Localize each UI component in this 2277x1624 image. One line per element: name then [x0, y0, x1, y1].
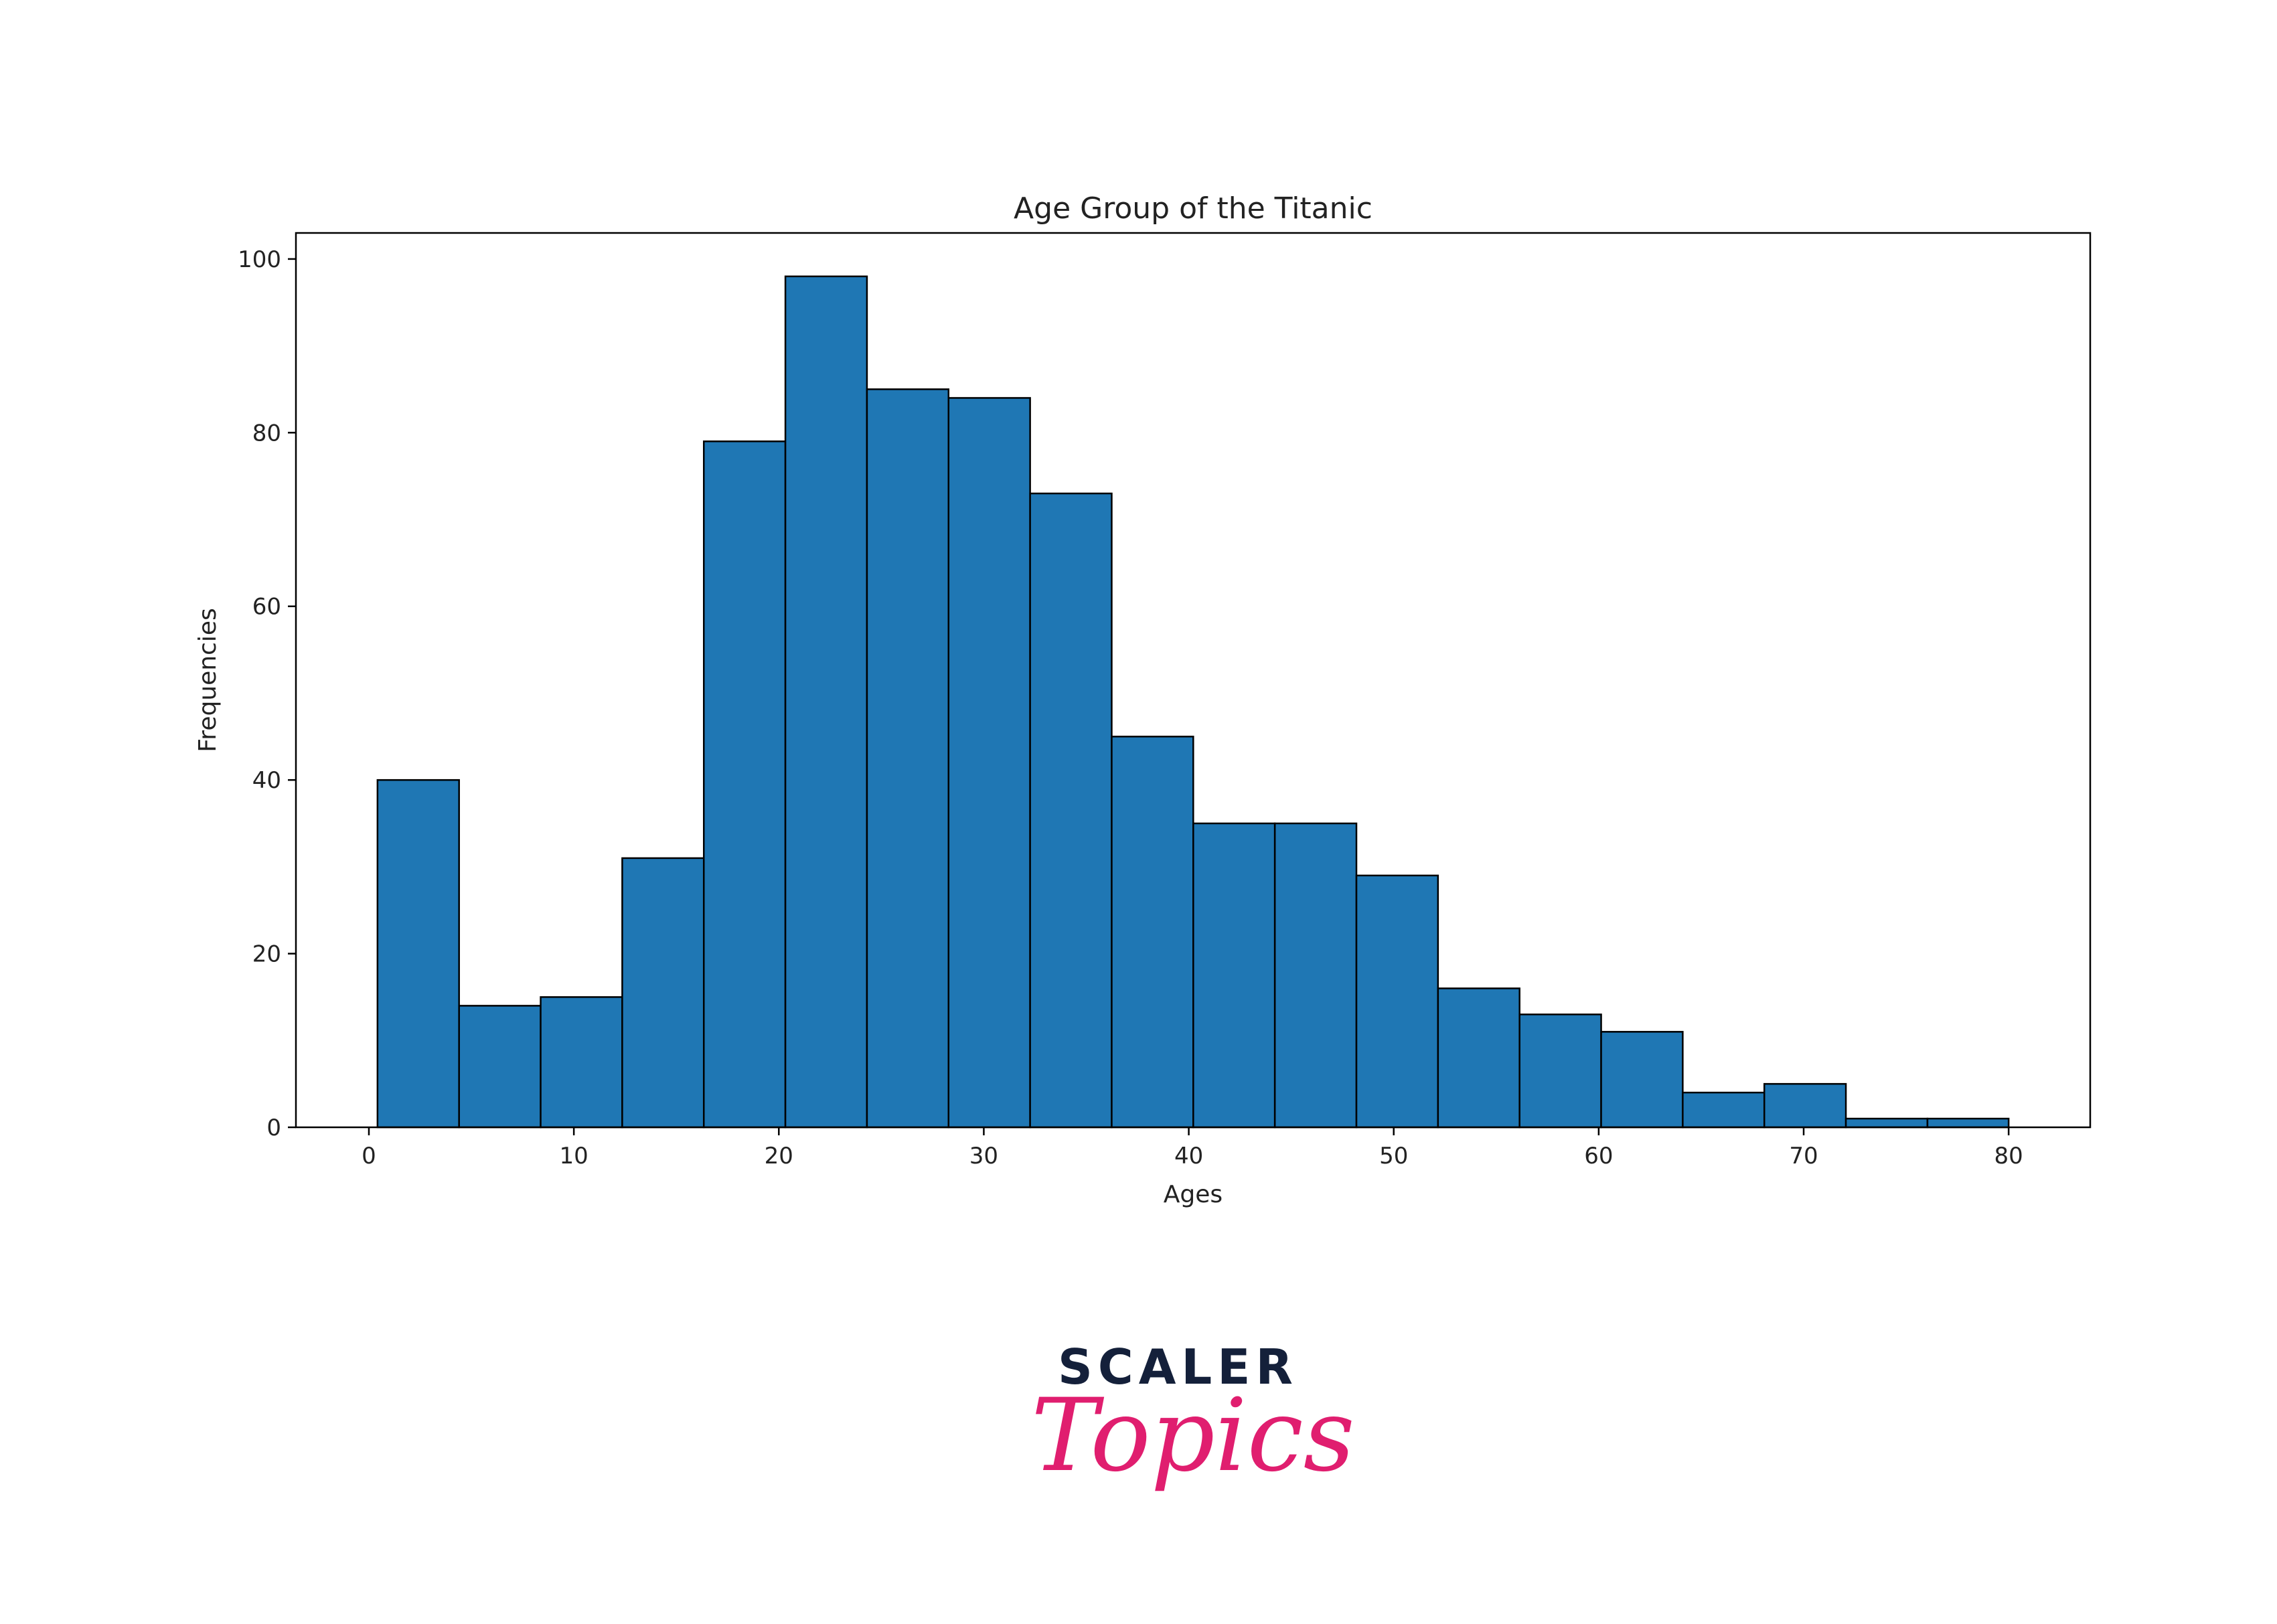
histogram-bar — [621, 857, 705, 1129]
chart-title: Age Group of the Titanic — [1014, 191, 1372, 226]
x-tick-label: 50 — [1379, 1143, 1408, 1169]
histogram-bar — [1273, 822, 1358, 1129]
x-tick-label: 0 — [362, 1143, 376, 1169]
histogram-bar — [1029, 492, 1113, 1129]
histogram-bar — [702, 440, 787, 1129]
histogram-bar — [540, 996, 623, 1129]
histogram-bar — [1518, 1013, 1602, 1129]
logo-script-text: Topics — [1031, 1378, 1355, 1494]
bars-group — [376, 275, 2010, 1129]
x-tick-label: 80 — [1994, 1143, 2023, 1169]
y-tick-label: 80 — [252, 420, 281, 446]
x-tick-label: 40 — [1174, 1143, 1203, 1169]
y-tick-label: 20 — [252, 941, 281, 968]
y-tick-label: 0 — [266, 1115, 281, 1141]
histogram-bar — [866, 388, 950, 1129]
y-tick-label: 60 — [252, 594, 281, 621]
y-axis-label: Frequencies — [194, 608, 222, 752]
x-tick-label: 20 — [765, 1143, 793, 1169]
histogram-bar — [1437, 987, 1520, 1129]
histogram-bar — [1682, 1091, 1765, 1129]
y-tick-label: 100 — [238, 246, 281, 273]
y-axis-ticks: 0 20 40 60 80 100 — [238, 246, 296, 1141]
x-axis-ticks: 0 10 20 30 40 50 60 70 80 — [362, 1127, 2023, 1169]
histogram-bar — [1926, 1117, 2010, 1129]
x-tick-label: 30 — [969, 1143, 998, 1169]
y-tick-label: 40 — [252, 767, 281, 794]
x-axis-label: Ages — [1164, 1181, 1223, 1208]
x-tick-label: 70 — [1789, 1143, 1818, 1169]
scaler-topics-logo: SCALER Topics — [1004, 1332, 1355, 1520]
histogram-bar — [1111, 736, 1194, 1129]
histogram-bar — [1355, 874, 1439, 1129]
histogram-bar — [458, 1005, 542, 1129]
histogram-bar — [947, 397, 1031, 1129]
histogram-bar — [1192, 822, 1276, 1129]
histogram-bar — [376, 779, 460, 1129]
histogram-bar — [1600, 1031, 1684, 1129]
histogram-bar — [784, 275, 868, 1129]
x-tick-label: 10 — [560, 1143, 588, 1169]
x-tick-label: 60 — [1584, 1143, 1613, 1169]
histogram-bar — [1844, 1117, 1929, 1129]
logo-wordmark: SCALER — [1058, 1339, 1298, 1395]
plot-frame — [295, 232, 2092, 1129]
histogram-bar — [1763, 1082, 1847, 1129]
